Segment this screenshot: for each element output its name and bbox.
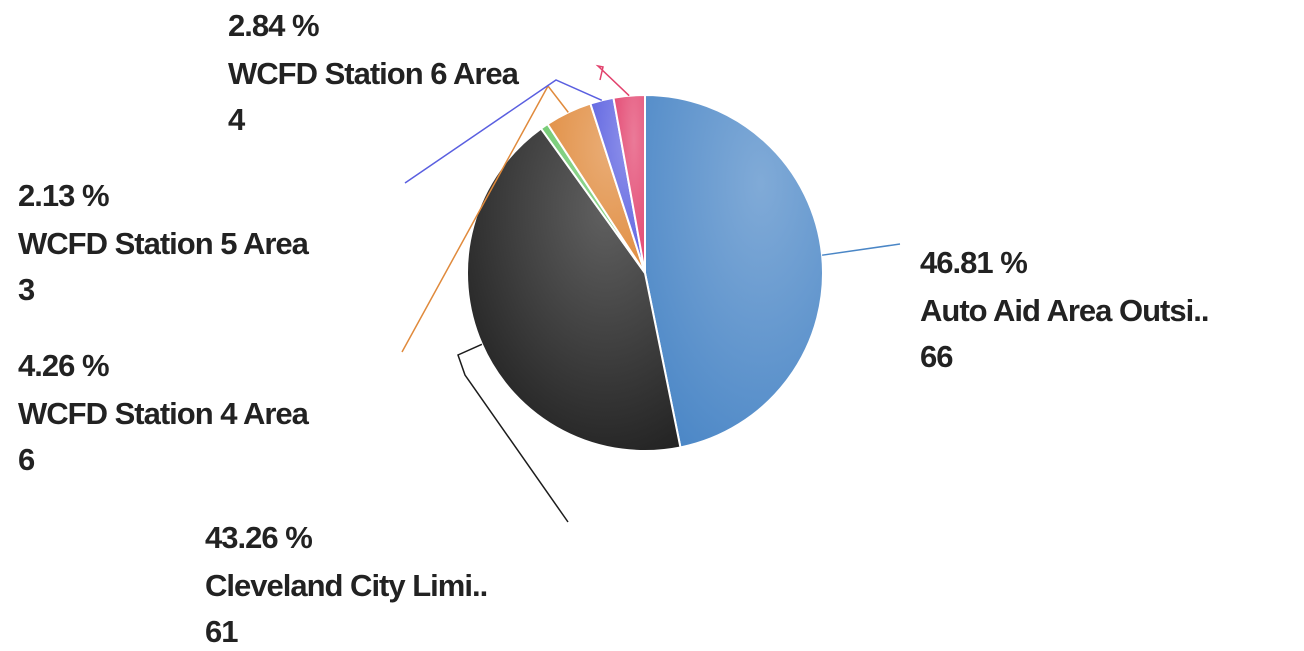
value-label: 61 [205, 614, 238, 649]
percent-label: 4.26 % [18, 348, 109, 383]
pie-slice [466, 127, 682, 452]
percent-label: 2.84 % [228, 8, 319, 43]
pie-slice [612, 93, 646, 274]
percent-label: 2.13 % [18, 178, 109, 213]
value-label: 6 [18, 442, 35, 477]
category-label: WCFD Station 6 Area [228, 56, 520, 91]
category-label: WCFD Station 5 Area [18, 226, 310, 261]
leader-line [457, 343, 569, 523]
category-label: Auto Aid Area Outsi.. [920, 293, 1208, 328]
value-label: 3 [18, 272, 35, 307]
pie-slice [644, 93, 824, 449]
category-label: Cleveland City Limi.. [205, 568, 487, 603]
category-label: WCFD Station 4 Area [18, 396, 310, 431]
percent-label: 46.81 % [920, 245, 1027, 280]
leader-line [821, 243, 901, 256]
value-label: 66 [920, 339, 953, 374]
leader-line [595, 64, 630, 97]
leader-line [404, 79, 603, 184]
value-label: 4 [228, 102, 246, 137]
percent-label: 43.26 % [205, 520, 312, 555]
